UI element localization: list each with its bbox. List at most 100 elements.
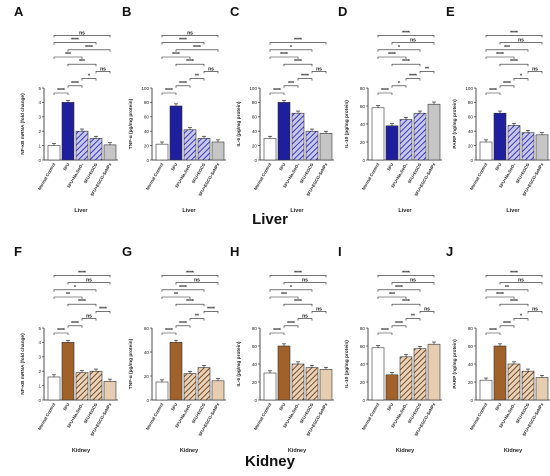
bar [75, 372, 89, 401]
category-label: 5FU+EGCG [515, 162, 531, 184]
bar [183, 129, 197, 161]
bracket [283, 303, 313, 307]
y-axis-label: IL-10 (pg/mg protein) [344, 340, 350, 388]
category-label: 5FU+EGCG [191, 402, 207, 424]
bracket [485, 56, 515, 59]
x-axis-label: Liver [506, 208, 520, 214]
bracket-label: **** [186, 59, 194, 65]
bar [89, 370, 103, 401]
bracket [67, 85, 83, 88]
y-tick-label: 60 [252, 344, 258, 349]
bracket-label: ** [174, 292, 178, 298]
y-axis-label: TNF-α (pg/mg protein) [128, 98, 134, 149]
bracket [485, 49, 529, 52]
category-label: Normal Control [145, 402, 165, 431]
bracket-label: ns [194, 278, 200, 284]
bracket [67, 282, 111, 285]
y-tick-label: 0 [38, 158, 41, 163]
bracket-label: *** [504, 45, 510, 51]
bracket [499, 303, 529, 307]
x-axis-label: Liver [182, 208, 196, 214]
bar [319, 369, 333, 401]
bracket [297, 318, 313, 321]
y-tick-label: 20 [468, 380, 474, 385]
panel-letter: E [446, 4, 455, 19]
bracket-label: **** [510, 59, 518, 65]
significance-brackets: ***********ns************* [269, 38, 327, 95]
bracket [419, 311, 435, 314]
bar [319, 133, 333, 161]
category-label: Normal Control [361, 162, 381, 191]
bracket-label: **** [280, 52, 288, 58]
bracket-label: **** [186, 299, 194, 305]
y-axis-label: TNF-α (pg/mg protein) [128, 338, 134, 389]
bracket [269, 56, 299, 59]
bracket [527, 71, 543, 74]
bar [427, 343, 441, 401]
bracket-label: **** [78, 299, 86, 305]
bracket-label: **** [273, 88, 281, 94]
bracket [377, 35, 435, 38]
bracket [377, 56, 407, 59]
y-tick-label: 40 [468, 129, 474, 134]
bracket [513, 318, 529, 321]
bracket-label: ** [66, 292, 70, 298]
bracket [161, 35, 219, 38]
bracket [203, 311, 219, 314]
bracket [175, 49, 219, 52]
bracket [499, 325, 515, 328]
bracket-label: **** [402, 59, 410, 65]
category-label: Normal Control [145, 162, 165, 191]
y-tick-label: 2 [38, 369, 41, 374]
significance-brackets: **********ns***********ns**** [377, 270, 435, 335]
bracket [67, 303, 97, 307]
bracket-label: **** [489, 88, 497, 94]
bracket [527, 311, 543, 314]
y-tick-label: 40 [144, 129, 150, 134]
bracket [391, 282, 435, 285]
bar [493, 345, 507, 401]
bar [413, 112, 427, 161]
bracket-label: **** [179, 321, 187, 327]
bracket [269, 42, 327, 45]
bracket [513, 78, 529, 81]
bracket [283, 85, 299, 88]
bracket [499, 85, 515, 88]
y-tick-label: 1 [38, 383, 41, 388]
bracket-label: **** [294, 59, 302, 65]
bracket [269, 49, 313, 52]
category-label: 5FU [170, 402, 178, 411]
bracket-label: **** [294, 270, 302, 276]
y-tick-label: 60 [360, 104, 366, 109]
bracket [53, 92, 69, 95]
bracket-label: **** [85, 45, 93, 51]
x-axis-label: Liver [74, 208, 88, 214]
category-label: 5FU [278, 402, 286, 411]
bar [371, 107, 385, 161]
bar [479, 141, 493, 161]
bracket-label: ** [195, 314, 199, 320]
y-tick-label: 80 [468, 100, 474, 105]
y-tick-label: 2 [38, 129, 41, 134]
bracket [67, 63, 97, 67]
bracket [485, 92, 501, 95]
bracket-label: **** [207, 306, 215, 312]
bracket [53, 35, 111, 38]
y-tick-label: 0 [38, 398, 41, 403]
bar [197, 138, 211, 161]
bar [169, 105, 183, 161]
y-tick-label: 80 [144, 100, 150, 105]
y-tick-label: 0 [470, 398, 473, 403]
x-axis-label: Liver [290, 208, 304, 214]
bracket-label: **** [71, 321, 79, 327]
x-axis-label: Kidney [180, 448, 199, 454]
y-tick-label: 3 [38, 355, 41, 360]
bracket-label: **** [510, 299, 518, 305]
bracket-label: *** [288, 81, 294, 87]
bracket-label: **** [172, 52, 180, 58]
bracket-label: ns [208, 66, 214, 72]
y-tick-label: 20 [468, 143, 474, 148]
y-tick-label: 60 [144, 115, 150, 120]
